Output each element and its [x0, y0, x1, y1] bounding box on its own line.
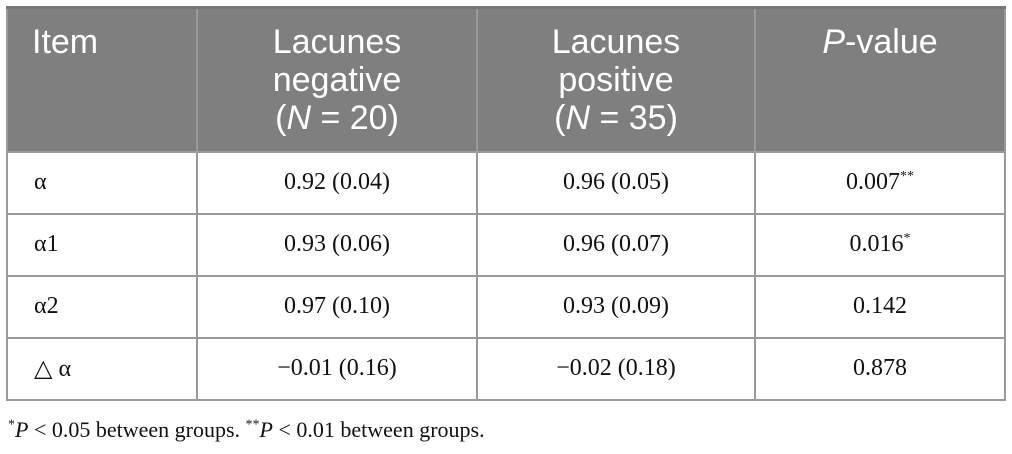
row-p-value: 0.878 [853, 355, 907, 381]
row-item-cell: α1 [6, 212, 198, 277]
row-positive-cell: 0.96 (0.05) [476, 150, 756, 215]
footnote-p-symbol: P [15, 417, 29, 442]
header-negative-n-value: = 20) [311, 99, 399, 137]
row-p-value: 0.007 [846, 169, 900, 195]
row-p-cell: 0.007** [754, 150, 1006, 215]
table-footnote: *P < 0.05 between groups. **P < 0.01 bet… [8, 417, 485, 443]
row-p-cell: 0.016* [754, 212, 1006, 277]
header-item-label: Item [32, 23, 99, 61]
row-positive-cell: 0.96 (0.07) [476, 212, 756, 277]
header-item: Item [6, 6, 198, 153]
header-negative-line2: negative [272, 61, 402, 99]
footnote-mark-double: ** [245, 417, 260, 433]
footnote-mark-single: * [8, 417, 15, 433]
header-negative-n-open: ( [275, 99, 287, 137]
table-header-row: Item Lacunes negative (N = 20) Lacunes p… [6, 6, 1006, 153]
row-p-value: 0.016 [849, 231, 904, 257]
table-row: α 0.92 (0.04) 0.96 (0.05) 0.007** [6, 150, 1006, 215]
row-positive-cell: −0.02 (0.18) [476, 336, 756, 401]
row-item-cell: α2 [6, 274, 198, 339]
significance-mark: ** [900, 169, 914, 184]
header-positive-line2: positive [558, 61, 674, 99]
header-lacunes-negative: Lacunes negative (N = 20) [196, 6, 478, 153]
row-positive-cell: 0.93 (0.09) [476, 274, 756, 339]
row-p-cell: 0.878 [754, 336, 1006, 401]
results-table: Item Lacunes negative (N = 20) Lacunes p… [6, 6, 1006, 401]
table-row: △ α −0.01 (0.16) −0.02 (0.18) 0.878 [6, 336, 1006, 401]
footnote-p-symbol: P [259, 417, 273, 442]
header-negative-n-symbol: N [286, 99, 311, 137]
row-p-cell: 0.142 [754, 274, 1006, 339]
row-negative-cell: 0.93 (0.06) [196, 212, 478, 277]
header-lacunes-positive: Lacunes positive (N = 35) [476, 6, 756, 153]
footnote-text-1: < 0.05 between groups. [28, 417, 246, 442]
header-p-value: P-value [754, 6, 1006, 153]
header-positive-line1: Lacunes [551, 23, 681, 61]
row-negative-cell: 0.92 (0.04) [196, 150, 478, 215]
table-row: α1 0.93 (0.06) 0.96 (0.07) 0.016* [6, 212, 1006, 277]
row-negative-cell: 0.97 (0.10) [196, 274, 478, 339]
header-p-label: -value [845, 23, 938, 61]
header-negative-n: (N = 20) [208, 99, 466, 137]
header-negative-line1: Lacunes [272, 23, 402, 61]
header-positive-n-symbol: N [565, 99, 590, 137]
header-positive-n: (N = 35) [488, 99, 744, 137]
footnote-text-2: < 0.01 between groups. [273, 417, 485, 442]
row-p-value: 0.142 [853, 293, 907, 319]
table-row: α2 0.97 (0.10) 0.93 (0.09) 0.142 [6, 274, 1006, 339]
row-item-cell: △ α [6, 336, 198, 401]
header-p-symbol: P [822, 23, 846, 61]
header-positive-n-value: = 35) [590, 99, 678, 137]
results-table-container: Item Lacunes negative (N = 20) Lacunes p… [6, 6, 1006, 401]
significance-mark: * [903, 231, 911, 246]
row-item-cell: α [6, 150, 198, 215]
row-negative-cell: −0.01 (0.16) [196, 336, 478, 401]
header-positive-n-open: ( [554, 99, 566, 137]
